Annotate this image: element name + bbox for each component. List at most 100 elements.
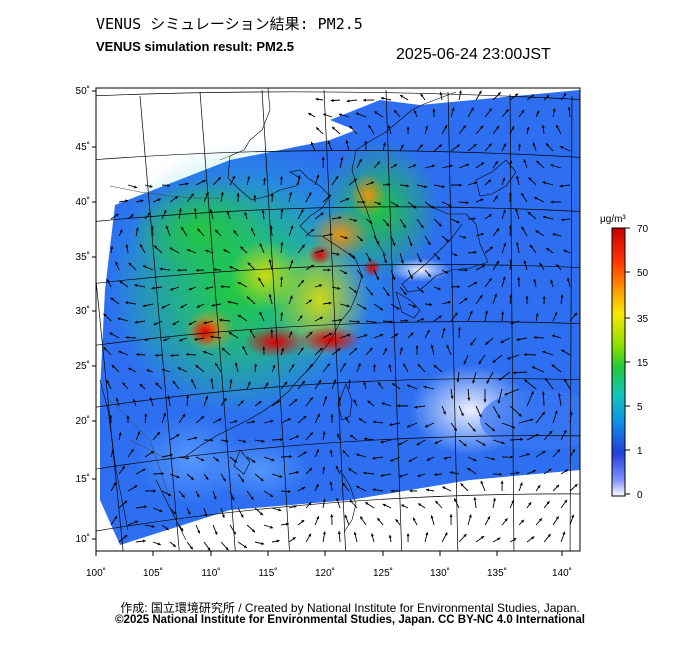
wind-arrow-head: [380, 473, 384, 477]
wind-arrow-head: [521, 226, 525, 230]
wind-arrow-head: [480, 480, 484, 484]
wind-arrow-head: [346, 99, 350, 103]
lat-tick-label: 40˚: [76, 196, 90, 208]
wind-arrow-head: [328, 301, 332, 305]
wind-arrow-head: [424, 424, 429, 428]
wind-arrow-head: [232, 175, 235, 180]
wind-arrow-head: [215, 458, 219, 462]
wind-arrow-head: [389, 320, 393, 324]
wind-arrow-head: [353, 218, 357, 222]
wind-arrow-head: [172, 322, 176, 325]
wind-arrow-head: [480, 198, 484, 202]
wind-arrow-head: [497, 537, 501, 541]
wind-arrow-head: [352, 255, 356, 259]
wind-arrow-head: [322, 466, 326, 470]
wind-arrow-head: [308, 113, 312, 116]
wind-arrow-head: [134, 485, 138, 489]
wind-arrow-head: [363, 306, 367, 310]
wind-arrow-head: [528, 177, 532, 181]
wind-arrow-head: [197, 228, 201, 232]
wind-arrow-head: [438, 144, 442, 148]
wind-arrow-head: [564, 378, 567, 382]
wind-arrow-head: [139, 383, 143, 388]
wind-arrow-head: [442, 327, 446, 331]
wind-arrow-head: [269, 494, 274, 497]
wind-arrow-head: [128, 262, 132, 266]
wind-arrow-head: [502, 209, 506, 213]
wind-arrow-head: [367, 400, 371, 404]
wind-arrow-head: [530, 391, 534, 395]
wind-arrow-head: [188, 287, 192, 291]
wind-arrow-head: [348, 468, 352, 472]
wind-arrow-head: [454, 498, 457, 502]
wind-arrow-head: [550, 164, 554, 168]
wind-arrow-head: [384, 348, 387, 352]
wind-arrow-head: [233, 459, 237, 463]
lon-tick-label: 110˚: [201, 567, 220, 579]
wind-arrow-head: [344, 271, 348, 275]
wind-arrow-head: [316, 516, 320, 520]
wind-arrow-head: [368, 258, 371, 262]
wind-arrow-head: [240, 400, 244, 404]
wind-arrow-head: [515, 93, 519, 97]
wind-arrow-head: [426, 488, 430, 492]
wind-arrow-head: [496, 260, 499, 264]
wind-arrow-head: [535, 313, 539, 317]
wind-arrow-head: [480, 125, 484, 129]
wind-arrow-head: [469, 310, 473, 314]
wind-arrow-head: [359, 238, 363, 242]
wind-arrow-head: [530, 418, 534, 422]
wind-arrow-head: [251, 529, 255, 533]
wind-arrow-head: [140, 244, 143, 248]
wind-arrow-head: [309, 363, 313, 367]
wind-arrow-head: [483, 399, 487, 403]
colorbar-tick-label: 70: [637, 224, 649, 235]
wind-arrow-head: [510, 321, 514, 325]
wind-arrow-head: [150, 225, 155, 229]
wind-arrow-head: [308, 467, 312, 472]
wind-arrow-head: [413, 110, 417, 114]
wind-arrow-head: [430, 515, 434, 519]
wind-arrow-head: [492, 359, 496, 363]
wind-arrow-head: [406, 533, 410, 537]
wind-arrow-head: [330, 98, 334, 102]
wind-arrow-head: [316, 174, 320, 178]
wind-arrow-head: [494, 195, 498, 199]
wind-arrow-head: [225, 547, 229, 551]
colorbar-gradient: [611, 227, 626, 497]
wind-arrow-head: [223, 249, 227, 253]
wind-arrow-head: [535, 230, 539, 234]
wind-arrow-head: [439, 92, 443, 96]
wind-arrow-head: [320, 249, 325, 253]
wind-arrow-head: [319, 347, 323, 351]
wind-arrow-head: [557, 449, 561, 453]
wind-arrow-head: [232, 531, 236, 535]
wind-arrow-head: [542, 350, 546, 354]
wind-arrow-head: [550, 200, 554, 204]
wind-arrow-head: [180, 305, 184, 308]
wind-arrow-head: [369, 220, 373, 224]
wind-arrow-head: [560, 146, 564, 149]
wind-arrow-head: [338, 216, 342, 220]
wind-arrow-head: [538, 518, 542, 522]
wind-arrow-head: [541, 411, 545, 415]
wind-arrow-head: [134, 283, 138, 287]
wind-arrow-head: [501, 311, 505, 315]
wind-arrow-head: [347, 333, 351, 337]
wind-arrow-head: [362, 200, 366, 204]
wind-arrow-head: [390, 489, 394, 493]
wind-arrow-head: [394, 333, 399, 337]
wind-arrow-head: [567, 106, 571, 110]
wind-arrow-head: [526, 126, 530, 131]
wind-arrow-head: [464, 268, 468, 272]
wind-arrow-head: [318, 379, 322, 384]
wind-arrow-head: [220, 191, 224, 195]
wind-arrow-head: [511, 499, 515, 504]
wind-arrow-head: [491, 457, 496, 461]
colorbar-tick-label: 15: [637, 358, 649, 369]
coastlines: [99, 88, 517, 541]
wind-arrow-head: [460, 483, 464, 487]
wind-arrow-head: [197, 530, 200, 534]
wind-arrow-head: [398, 442, 402, 446]
wind-arrow-head: [136, 353, 140, 357]
